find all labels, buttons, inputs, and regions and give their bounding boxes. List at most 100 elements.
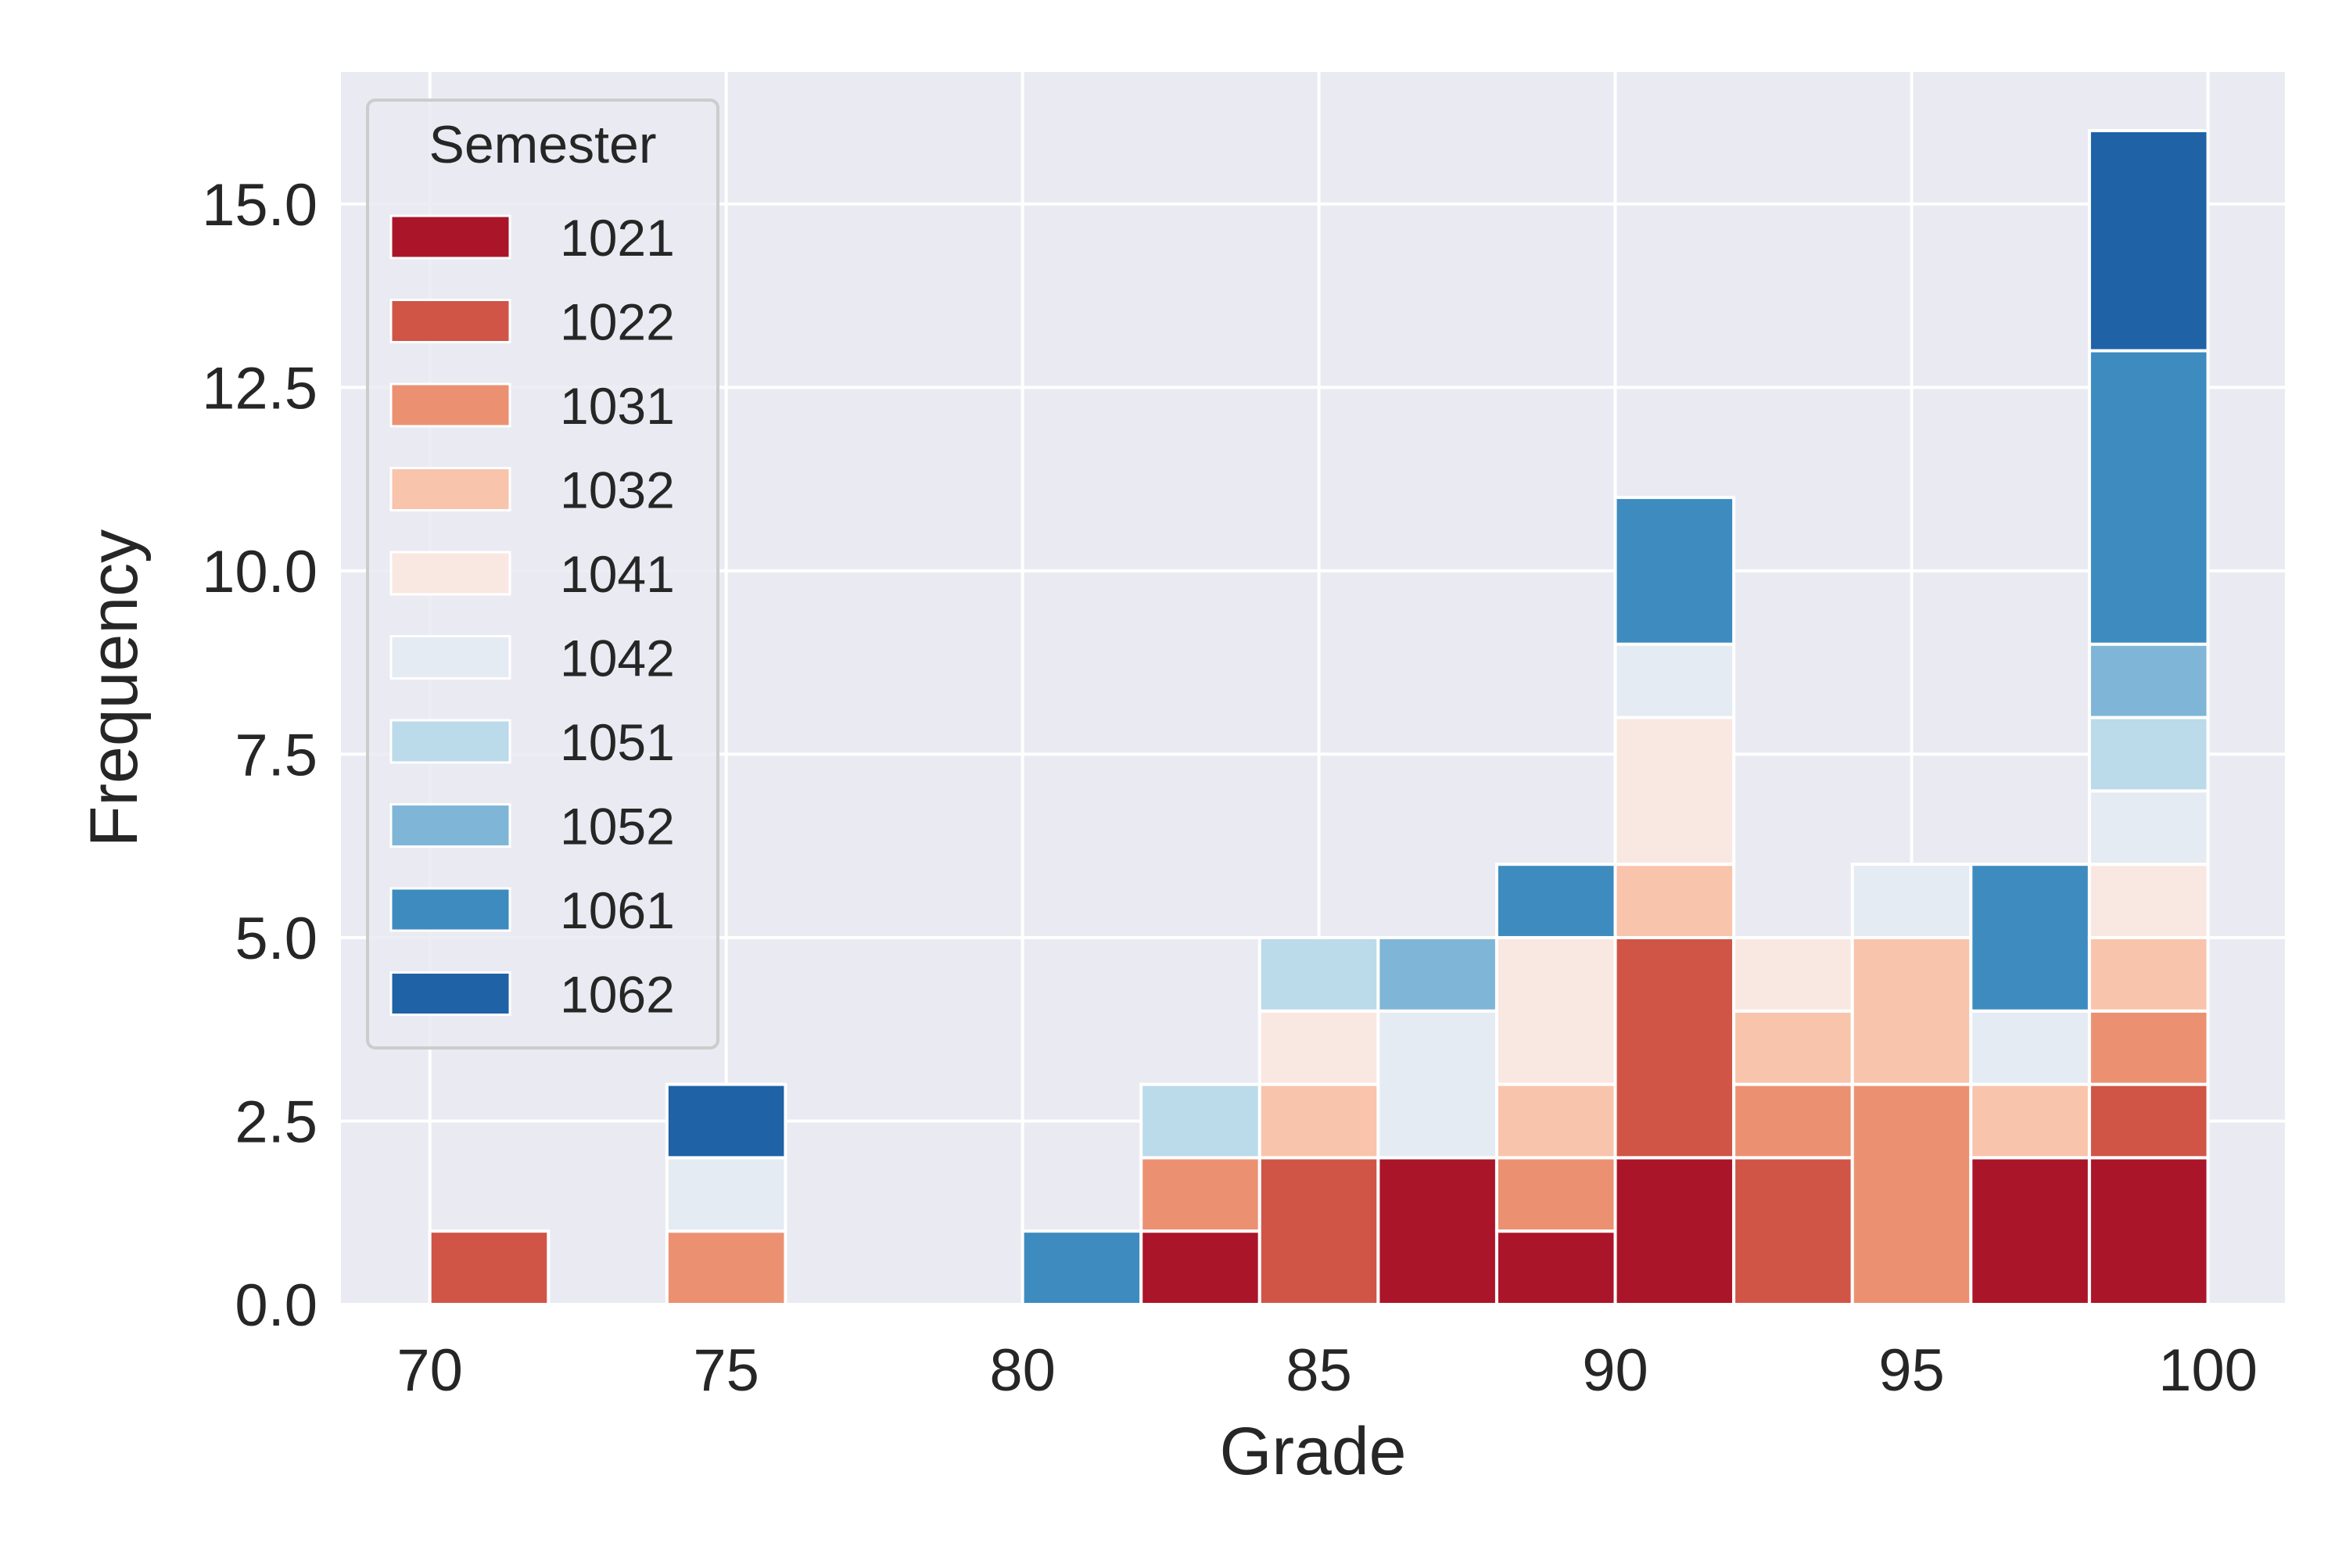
bar-segment-1032 — [2087, 935, 2210, 1013]
bar-segment-1061 — [1969, 863, 2091, 1013]
x-tick-labels: 70 75 80 85 90 95 100 — [396, 1337, 2257, 1404]
x-tick-label: 100 — [2158, 1337, 2258, 1404]
x-tick-label: 70 — [396, 1337, 463, 1404]
legend-item-1041: 1041 — [389, 545, 675, 603]
bar-segment-1032 — [1494, 1082, 1617, 1160]
bar-segment-1052 — [2087, 642, 2210, 719]
legend-swatch — [389, 299, 511, 343]
legend-swatch — [389, 887, 511, 932]
legend-label: 1051 — [560, 713, 675, 771]
legend: Semester 1021 1022 1031 1032 1041 1042 1051 105… — [366, 99, 719, 1050]
y-tick-labels: 0.0 2.5 5.0 7.5 10.0 12.5 15.0 — [202, 172, 317, 1339]
legend-swatch — [389, 803, 511, 848]
legend-swatch — [389, 382, 511, 428]
bar-segment-1022 — [1257, 1156, 1380, 1307]
bar-segment-1041 — [1494, 935, 1617, 1086]
bar-segment-1022 — [1732, 1156, 1854, 1307]
bar-segment-1062 — [2087, 129, 2210, 353]
legend-swatch — [389, 551, 511, 596]
legend-swatch — [389, 214, 511, 260]
bar-segment-1031 — [1139, 1156, 1261, 1233]
legend-item-1061: 1061 — [389, 881, 675, 939]
legend-label: 1042 — [560, 630, 675, 687]
bar-segment-1042 — [1613, 642, 1736, 719]
y-tick-label: 12.5 — [202, 355, 317, 422]
legend-swatch — [389, 467, 511, 511]
bar-segment-1032 — [1969, 1082, 2091, 1160]
bar-segment-1032 — [1613, 863, 1736, 939]
bar-segment-1052 — [1376, 935, 1498, 1013]
legend-label: 1041 — [560, 545, 675, 603]
bar-segment-1021 — [1376, 1156, 1498, 1307]
y-tick-label: 2.5 — [235, 1089, 317, 1155]
bar-segment-1032 — [1257, 1082, 1380, 1160]
y-tick-label: 0.0 — [235, 1272, 317, 1339]
legend-item-1021: 1021 — [389, 209, 675, 267]
legend-title: Semester — [429, 115, 657, 174]
x-tick-label: 80 — [989, 1337, 1056, 1404]
legend-label: 1022 — [560, 293, 675, 351]
bar-segment-1031 — [1732, 1082, 1854, 1160]
legend-label: 1021 — [560, 209, 675, 267]
legend-item-1051: 1051 — [389, 713, 675, 771]
legend-item-1022: 1022 — [389, 293, 675, 351]
bar-segment-1051 — [2087, 716, 2210, 793]
legend-item-1042: 1042 — [389, 630, 675, 687]
bar-segment-1022 — [2087, 1082, 2210, 1160]
bar-segment-1042 — [2087, 789, 2210, 867]
legend-item-1031: 1031 — [389, 377, 675, 435]
legend-label: 1061 — [560, 881, 675, 939]
bar-segment-1042 — [665, 1156, 787, 1233]
legend-swatch — [389, 635, 511, 680]
bar-segment-1032 — [1850, 935, 1973, 1086]
bar-segment-1041 — [1732, 935, 1854, 1013]
bar-segment-1051 — [1139, 1082, 1261, 1160]
bar-segment-1061 — [2087, 349, 2210, 646]
bar-segment-1031 — [1494, 1156, 1617, 1233]
bar-segment-1021 — [1969, 1156, 2091, 1307]
bar-segment-1042 — [1376, 1009, 1498, 1160]
bar-segment-1041 — [1257, 1009, 1380, 1086]
legend-label: 1031 — [560, 377, 675, 435]
bar-segment-1032 — [1732, 1009, 1854, 1086]
x-axis-label: Grade — [1219, 1414, 1406, 1489]
legend-item-1052: 1052 — [389, 798, 675, 856]
bar-segment-1061 — [1613, 496, 1736, 646]
legend-label: 1052 — [560, 798, 675, 856]
bar-segment-1021 — [1613, 1156, 1736, 1307]
bar-segment-1061 — [1494, 863, 1617, 939]
legend-label: 1062 — [560, 966, 675, 1024]
y-tick-label: 15.0 — [202, 172, 317, 239]
x-tick-label: 85 — [1286, 1337, 1352, 1404]
x-tick-label: 90 — [1582, 1337, 1648, 1404]
legend-item-1032: 1032 — [389, 461, 675, 519]
y-tick-label: 5.0 — [235, 906, 317, 972]
bar-segment-1042 — [1850, 863, 1973, 939]
bar-segment-1031 — [1850, 1082, 1973, 1306]
bar-segment-1061 — [1021, 1229, 1143, 1306]
bar-segment-1051 — [1257, 935, 1380, 1013]
bar-segment-1031 — [2087, 1009, 2210, 1086]
bar-segment-1021 — [2087, 1156, 2210, 1307]
bar-segment-1021 — [1494, 1229, 1617, 1306]
legend-swatch — [389, 719, 511, 764]
bar-segment-1041 — [2087, 863, 2210, 939]
bar-segment-1041 — [1613, 716, 1736, 867]
bar-segment-1021 — [1139, 1229, 1261, 1306]
y-tick-label: 7.5 — [235, 722, 317, 788]
x-tick-label: 95 — [1878, 1337, 1945, 1404]
bar-segment-1022 — [428, 1229, 551, 1306]
y-axis-label: Frequency — [77, 529, 152, 847]
bar-segment-1022 — [1613, 935, 1736, 1160]
bar-segment-1042 — [1969, 1009, 2091, 1086]
bars — [428, 129, 2210, 1307]
legend-item-1062: 1062 — [389, 966, 675, 1024]
legend-items: 1021 1022 1031 1032 1041 1042 1051 1052 1061 1062 — [389, 209, 675, 1024]
y-tick-label: 10.0 — [202, 539, 317, 605]
x-tick-label: 75 — [693, 1337, 759, 1404]
bar-segment-1031 — [665, 1229, 787, 1306]
bar-segment-1062 — [665, 1082, 787, 1160]
legend-swatch — [389, 971, 511, 1016]
